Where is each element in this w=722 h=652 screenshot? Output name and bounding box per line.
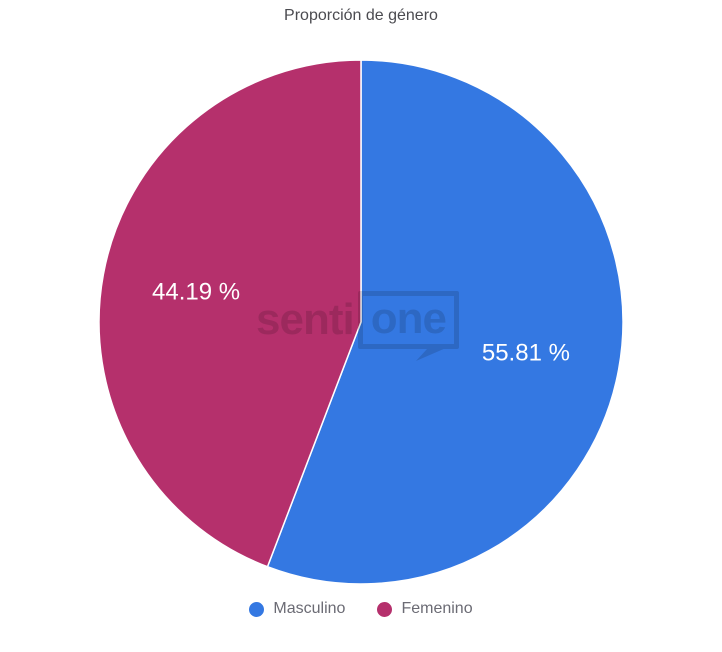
legend-dot-masculino-icon (249, 601, 265, 617)
pie-slice-masculino[interactable] (266, 59, 624, 585)
legend-item-masculino[interactable]: Masculino (249, 600, 345, 618)
legend: Masculino Femenino (0, 600, 722, 618)
legend-label-femenino: Femenino (401, 600, 473, 617)
legend-dot-femenino-icon (377, 601, 393, 617)
pie-slice-femenino[interactable] (98, 59, 362, 568)
legend-item-femenino[interactable]: Femenino (377, 600, 473, 618)
chart-title: Proporción de género (284, 7, 438, 24)
slice-label-masculino: 55.81 % (482, 339, 570, 366)
slice-label-femenino: 44.19 % (152, 279, 240, 306)
legend-label-masculino: Masculino (273, 600, 346, 617)
